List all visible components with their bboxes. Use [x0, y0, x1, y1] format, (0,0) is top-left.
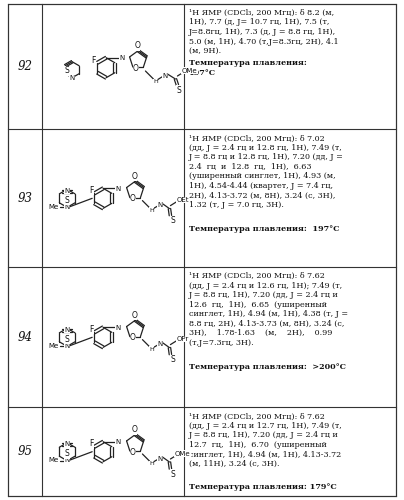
Text: O: O	[131, 425, 137, 434]
Text: ¹H ЯМР (CDCl₃, 200 Мгц): δ 7.62
(дд, J = 2.4 гц и 12.7 гц, 1H), 7.49 (т,
J = 8.8: ¹H ЯМР (CDCl₃, 200 Мгц): δ 7.62 (дд, J =…	[189, 412, 341, 478]
Text: H: H	[153, 79, 158, 84]
Text: N: N	[116, 439, 121, 445]
Text: O: O	[134, 41, 140, 50]
Text: N: N	[158, 202, 163, 208]
Text: N: N	[158, 456, 163, 462]
Text: O: O	[133, 64, 139, 72]
Text: OMe: OMe	[175, 450, 190, 456]
Text: F: F	[89, 439, 93, 448]
Text: ¹H ЯМР (CDCl₃, 200 Мгц): δ 7.02
(дд, J = 2.4 гц и 12.8 гц, 1H), 7.49 (т,
J = 8.8: ¹H ЯМР (CDCl₃, 200 Мгц): δ 7.02 (дд, J =…	[189, 134, 344, 218]
Text: OMe: OMe	[182, 68, 197, 73]
Text: Температура плавления: 179°C: Температура плавления: 179°C	[189, 483, 337, 491]
Text: Me: Me	[48, 204, 58, 210]
Text: S: S	[170, 355, 175, 364]
Text: 93: 93	[17, 192, 33, 205]
Text: 94: 94	[17, 331, 33, 344]
Text: O: O	[131, 172, 137, 181]
Text: OPr: OPr	[176, 336, 189, 342]
Text: N: N	[65, 188, 70, 194]
Text: N: N	[163, 72, 168, 78]
Text: H: H	[149, 208, 154, 212]
Text: Температура плавления:
197°C: Температура плавления: 197°C	[189, 60, 307, 77]
Text: F: F	[89, 325, 93, 334]
Text: N: N	[65, 441, 70, 447]
Text: Me: Me	[48, 457, 58, 463]
Text: Температура плавления:  197°C: Температура плавления: 197°C	[189, 225, 339, 233]
Text: OEt: OEt	[176, 197, 189, 203]
Text: N: N	[158, 341, 163, 347]
Text: H: H	[149, 346, 154, 352]
Text: O: O	[130, 333, 136, 342]
Text: N: N	[65, 327, 70, 333]
Text: 95: 95	[17, 445, 33, 458]
Text: N: N	[120, 55, 125, 61]
Text: S: S	[65, 335, 69, 344]
Text: F: F	[89, 186, 93, 195]
Text: ¹H ЯМР (CDCl₃, 200 Мгц): δ 7.62
(дд, J = 2.4 гц и 12.6 гц, 1H); 7.49 (т,
J = 8.8: ¹H ЯМР (CDCl₃, 200 Мгц): δ 7.62 (дд, J =…	[189, 272, 348, 356]
Text: Температура плавления:  >200°C: Температура плавления: >200°C	[189, 363, 346, 371]
Text: S: S	[65, 196, 69, 205]
Text: S: S	[170, 470, 175, 478]
Text: O: O	[130, 194, 136, 203]
Text: S: S	[65, 66, 69, 75]
Text: S: S	[170, 216, 175, 225]
Text: O: O	[131, 311, 137, 320]
Text: S: S	[65, 449, 69, 458]
Text: O: O	[130, 448, 136, 456]
Text: Me: Me	[48, 343, 58, 349]
Text: H: H	[149, 461, 154, 466]
Text: N: N	[65, 457, 70, 463]
Text: 92: 92	[17, 60, 33, 73]
Text: ¹H ЯМР (CDCl₃, 200 Мгц): δ 8.2 (м,
1H), 7.7 (д, J= 10.7 гц, 1H), 7.5 (т,
J=8.8гц: ¹H ЯМР (CDCl₃, 200 Мгц): δ 8.2 (м, 1H), …	[189, 9, 339, 55]
Text: N: N	[69, 75, 75, 81]
Text: F: F	[91, 56, 95, 65]
Text: N: N	[116, 325, 121, 331]
Text: S: S	[176, 86, 181, 94]
Text: N: N	[65, 343, 70, 349]
Text: N: N	[116, 186, 121, 192]
Text: N: N	[65, 204, 70, 210]
